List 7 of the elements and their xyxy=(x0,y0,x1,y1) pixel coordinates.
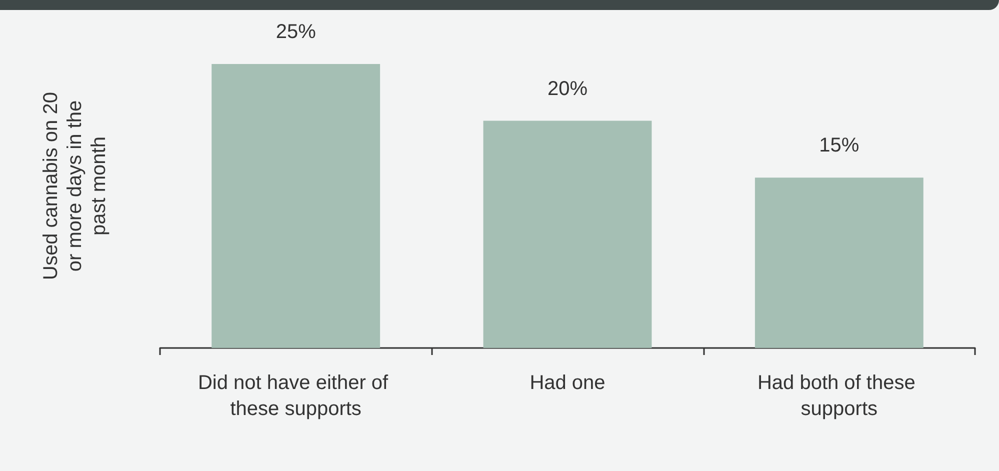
x-tick-label: Had both of these supports xyxy=(757,372,921,420)
data-label: 25% xyxy=(276,21,316,43)
y-axis-title: Used cannabis on 20 or more days in the past month xyxy=(39,91,111,282)
data-label: 15% xyxy=(819,134,860,157)
x-tick-label: Had one xyxy=(530,372,606,394)
x-tick-label: Did not have either of these supports xyxy=(198,372,394,420)
data-label: 20% xyxy=(547,78,588,100)
